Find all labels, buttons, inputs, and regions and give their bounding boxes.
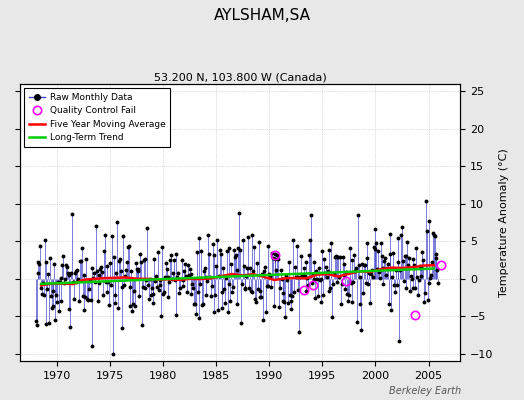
Legend: Raw Monthly Data, Quality Control Fail, Five Year Moving Average, Long-Term Tren: Raw Monthly Data, Quality Control Fail, … xyxy=(25,88,170,147)
Text: Berkeley Earth: Berkeley Earth xyxy=(389,386,461,396)
Y-axis label: Temperature Anomaly (°C): Temperature Anomaly (°C) xyxy=(499,148,509,297)
Text: AYLSHAM,SA: AYLSHAM,SA xyxy=(213,8,311,23)
Title: 53.200 N, 103.800 W (Canada): 53.200 N, 103.800 W (Canada) xyxy=(154,73,326,83)
